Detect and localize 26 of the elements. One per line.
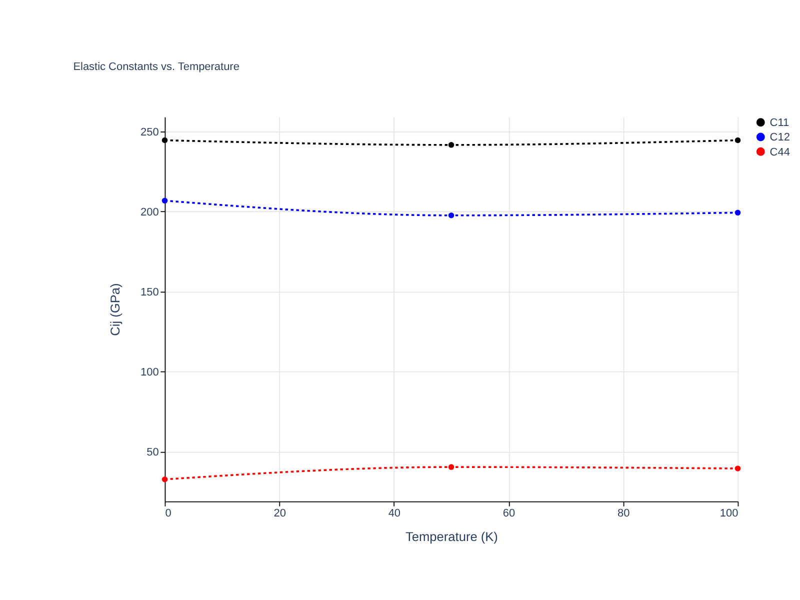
point xyxy=(162,137,168,144)
point xyxy=(162,476,168,482)
y-tick-label: 50 xyxy=(146,446,159,459)
legend-label: C44 xyxy=(770,146,790,158)
x-axis-title: Temperature (K) xyxy=(405,529,498,544)
y-axis-title: Cij (GPa) xyxy=(107,283,122,336)
y-tick-label: 250 xyxy=(140,126,159,138)
y-tick-label: 200 xyxy=(140,206,159,218)
y-tick-label: 150 xyxy=(140,286,159,298)
chart-title: Elastic Constants vs. Temperature xyxy=(73,61,240,74)
point xyxy=(448,464,454,470)
x-tick-label: 80 xyxy=(618,507,630,520)
y-tick-label: 100 xyxy=(140,366,159,379)
x-tick-label: 60 xyxy=(502,507,516,520)
point xyxy=(734,466,741,472)
legend-label: C12 xyxy=(770,132,790,144)
x-tick-label: 40 xyxy=(388,507,401,520)
point xyxy=(734,137,741,144)
x-tick-label: 100 xyxy=(720,507,738,520)
x-tick-label: 20 xyxy=(274,507,286,520)
x-tick-label: 0 xyxy=(165,507,172,520)
legend-label: C11 xyxy=(770,117,790,130)
point xyxy=(448,142,454,148)
point xyxy=(448,212,454,218)
point xyxy=(734,210,741,216)
point xyxy=(162,198,168,204)
